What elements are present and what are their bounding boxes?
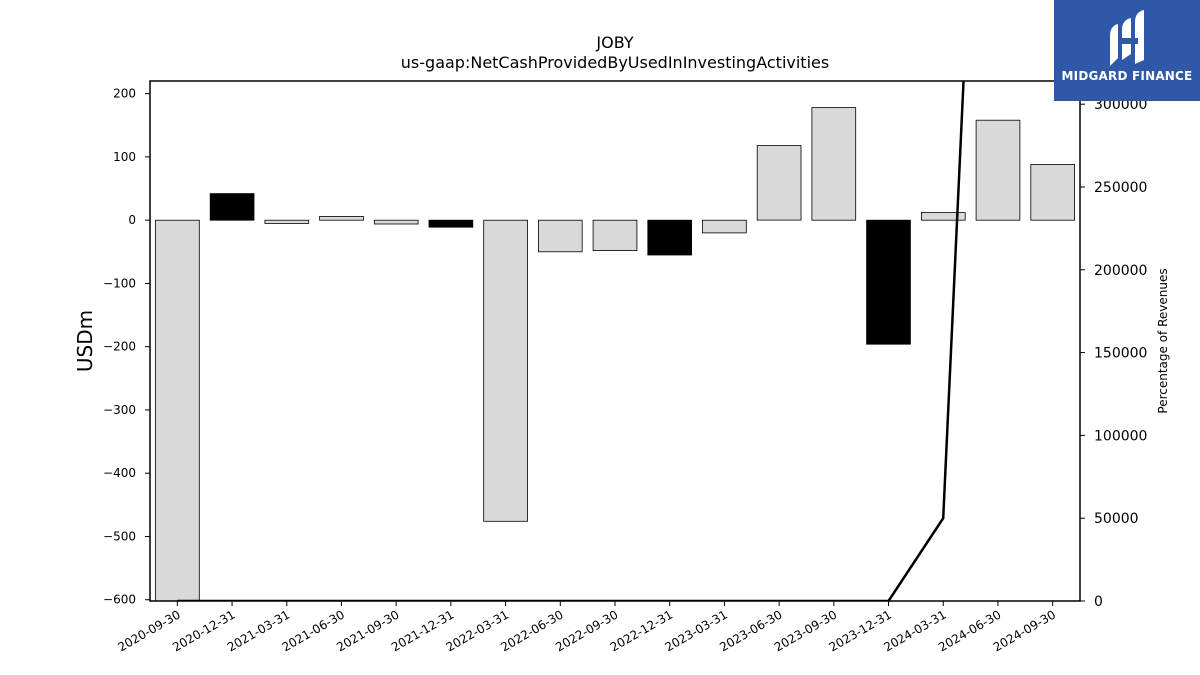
- bar-2023-09-30: [811, 107, 857, 221]
- y2-axis-label: Percentage of Revenues: [1156, 268, 1170, 413]
- bar-2024-06-30: [975, 119, 1021, 221]
- y-tick-label: 0: [128, 213, 136, 227]
- chart-subtitle: us-gaap:NetCashProvidedByUsedInInvesting…: [401, 53, 829, 72]
- y-axis-label: USDm: [73, 310, 97, 372]
- y-tick-label: −400: [103, 466, 136, 480]
- y-tick-label: −500: [103, 529, 136, 543]
- x-tick-label: 2024-09-30: [991, 607, 1058, 654]
- logo-text: MIDGARD FINANCE: [1061, 69, 1193, 83]
- y2-tick-label: 250000: [1094, 180, 1147, 196]
- y2-tick-label: 200000: [1094, 263, 1147, 279]
- bar-2021-09-30: [373, 219, 419, 225]
- bar-2023-03-31: [702, 219, 747, 234]
- bar-2024-03-31: [921, 212, 966, 221]
- bar-2023-12-31: [866, 219, 911, 345]
- y-tick-label: −100: [103, 276, 136, 290]
- y-tick-label: 100: [113, 150, 136, 164]
- bar-group: [155, 107, 1076, 601]
- bar-2021-12-31: [428, 219, 474, 228]
- y2-tick-label: 50000: [1094, 511, 1139, 527]
- logo-mark-icon: [1110, 10, 1144, 66]
- bar-2020-09-30: [155, 219, 200, 601]
- bar-2023-06-30: [756, 145, 802, 221]
- bar-2020-12-31: [209, 193, 255, 221]
- bar-2021-03-31: [264, 219, 310, 224]
- bar-2022-03-31: [483, 219, 528, 522]
- y-tick-label: −300: [103, 403, 136, 417]
- bar-2021-06-30: [319, 215, 364, 221]
- y-tick-label: 200: [113, 87, 136, 101]
- chart-title: JOBY: [595, 33, 633, 52]
- bar-2022-12-31: [647, 219, 692, 256]
- bar-2022-06-30: [538, 219, 583, 253]
- y2-tick-label: 150000: [1094, 346, 1147, 362]
- bar-2024-09-30: [1030, 164, 1076, 221]
- y2-tick-label: 0: [1094, 594, 1103, 610]
- bar-2022-09-30: [592, 219, 638, 251]
- brand-logo: MIDGARD FINANCE: [1054, 0, 1200, 101]
- y-tick-label: −600: [103, 593, 136, 607]
- y-tick-label: −200: [103, 340, 136, 354]
- y2-tick-label: 100000: [1094, 428, 1147, 444]
- y2-tick-label: 300000: [1094, 97, 1147, 113]
